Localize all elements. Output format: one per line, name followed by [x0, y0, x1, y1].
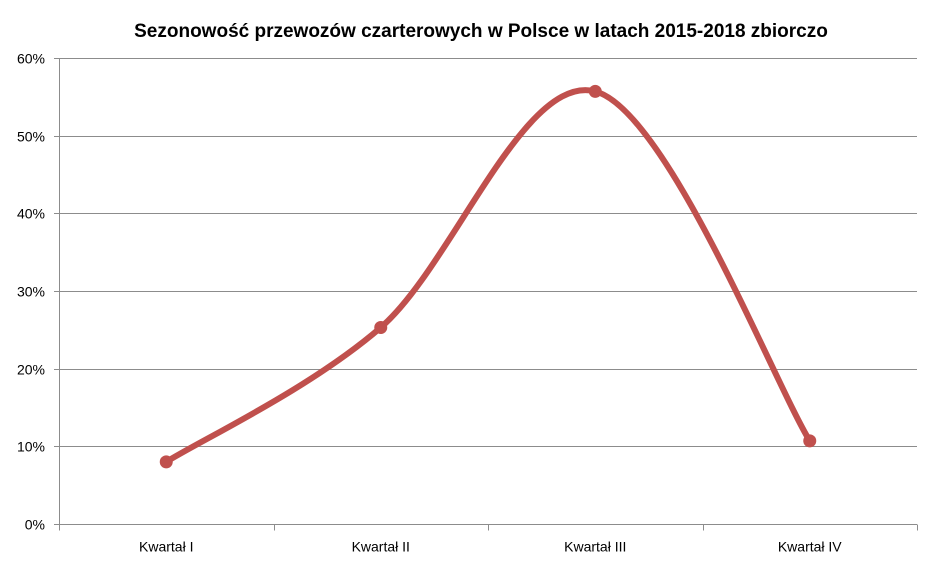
x-tick-label: Kwartał I	[139, 539, 193, 555]
x-axis-tick-labels: Kwartał I Kwartał II Kwartał III Kwartał IV	[139, 539, 842, 555]
data-point-2	[374, 321, 388, 335]
y-tick-label: 40%	[17, 206, 45, 222]
y-tick-label: 20%	[17, 362, 45, 378]
series-layer	[159, 84, 817, 469]
x-tick-label: Kwartał IV	[778, 539, 842, 555]
y-axis-tick-labels: 0% 10% 20% 30% 40% 50% 60%	[17, 51, 45, 533]
chart-title: Sezonowość przewozów czarterowych w Pols…	[134, 21, 828, 42]
x-tick-label: Kwartał II	[352, 539, 410, 555]
y-tick-label: 10%	[17, 439, 45, 455]
y-tick-label: 30%	[17, 284, 45, 300]
data-point-1	[159, 455, 173, 469]
gridlines	[59, 58, 917, 447]
y-tick-label: 50%	[17, 129, 45, 145]
axes	[54, 58, 918, 531]
x-tick-label: Kwartał III	[564, 539, 626, 555]
y-tick-label: 0%	[25, 517, 45, 533]
y-tick-label: 60%	[17, 51, 45, 67]
data-point-4	[803, 434, 817, 448]
data-point-3	[588, 84, 602, 98]
series-line	[163, 87, 813, 465]
